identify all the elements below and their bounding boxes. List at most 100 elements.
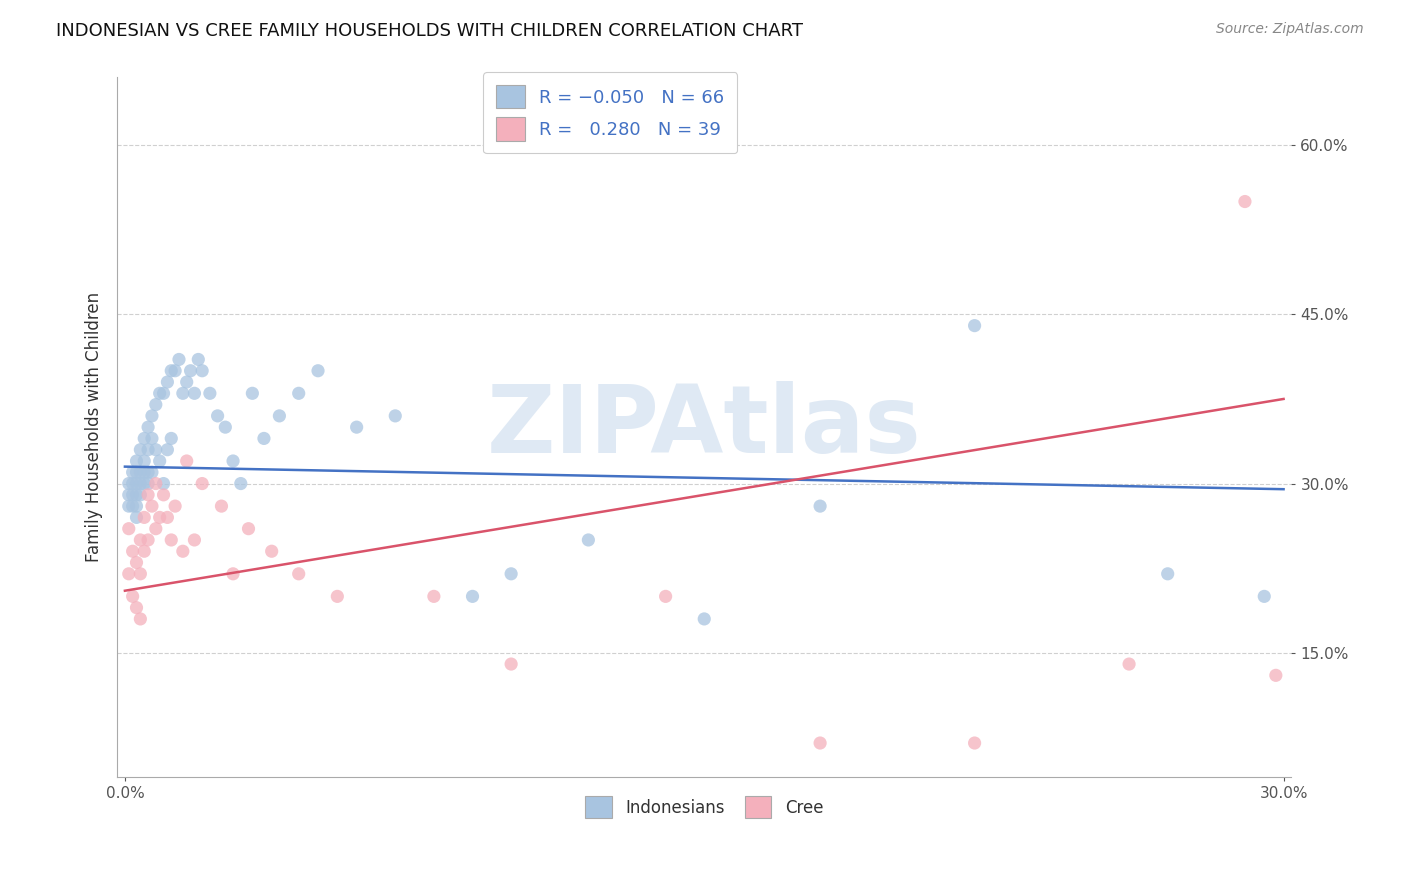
- Point: [1157, 566, 1180, 581]
- Point: [121, 590, 143, 604]
- Point: [118, 488, 141, 502]
- Point: [121, 465, 143, 479]
- Point: [423, 590, 446, 604]
- Point: [156, 442, 179, 457]
- Point: [198, 386, 221, 401]
- Point: [145, 522, 167, 536]
- Point: [172, 386, 194, 401]
- Point: [136, 476, 159, 491]
- Point: [501, 657, 523, 671]
- Point: [172, 544, 194, 558]
- Point: [125, 465, 148, 479]
- Point: [269, 409, 291, 423]
- Point: [141, 465, 163, 479]
- Point: [134, 432, 156, 446]
- Point: [152, 488, 174, 502]
- Point: [156, 375, 179, 389]
- Point: [136, 488, 159, 502]
- Point: [121, 476, 143, 491]
- Point: [121, 544, 143, 558]
- Point: [145, 398, 167, 412]
- Point: [136, 442, 159, 457]
- Point: [187, 352, 209, 367]
- Point: [654, 590, 676, 604]
- Point: [808, 499, 831, 513]
- Point: [1118, 657, 1140, 671]
- Point: [145, 442, 167, 457]
- Point: [134, 544, 156, 558]
- Point: [160, 364, 183, 378]
- Point: [808, 736, 831, 750]
- Text: Source: ZipAtlas.com: Source: ZipAtlas.com: [1216, 22, 1364, 37]
- Point: [125, 476, 148, 491]
- Point: [1264, 668, 1286, 682]
- Y-axis label: Family Households with Children: Family Households with Children: [86, 292, 103, 562]
- Point: [287, 566, 309, 581]
- Point: [307, 364, 329, 378]
- Point: [136, 465, 159, 479]
- Point: [129, 465, 152, 479]
- Point: [693, 612, 716, 626]
- Point: [125, 454, 148, 468]
- Point: [125, 556, 148, 570]
- Point: [129, 533, 152, 547]
- Point: [129, 612, 152, 626]
- Point: [253, 432, 276, 446]
- Point: [229, 476, 252, 491]
- Point: [160, 533, 183, 547]
- Point: [152, 476, 174, 491]
- Point: [260, 544, 283, 558]
- Point: [183, 386, 205, 401]
- Point: [287, 386, 309, 401]
- Point: [129, 488, 152, 502]
- Point: [222, 566, 245, 581]
- Text: ZIPAtlas: ZIPAtlas: [486, 381, 921, 473]
- Point: [1253, 590, 1275, 604]
- Point: [211, 499, 233, 513]
- Point: [180, 364, 202, 378]
- Point: [222, 454, 245, 468]
- Point: [141, 409, 163, 423]
- Point: [152, 386, 174, 401]
- Point: [176, 454, 198, 468]
- Point: [134, 465, 156, 479]
- Text: INDONESIAN VS CREE FAMILY HOUSEHOLDS WITH CHILDREN CORRELATION CHART: INDONESIAN VS CREE FAMILY HOUSEHOLDS WIT…: [56, 22, 803, 40]
- Point: [160, 432, 183, 446]
- Point: [125, 488, 148, 502]
- Point: [118, 566, 141, 581]
- Point: [134, 476, 156, 491]
- Point: [207, 409, 229, 423]
- Point: [129, 476, 152, 491]
- Point: [214, 420, 236, 434]
- Point: [384, 409, 406, 423]
- Point: [134, 510, 156, 524]
- Point: [326, 590, 349, 604]
- Point: [501, 566, 523, 581]
- Point: [156, 510, 179, 524]
- Point: [141, 432, 163, 446]
- Legend: Indonesians, Cree: Indonesians, Cree: [579, 789, 830, 824]
- Point: [121, 499, 143, 513]
- Point: [118, 499, 141, 513]
- Point: [149, 454, 172, 468]
- Point: [145, 476, 167, 491]
- Point: [963, 736, 986, 750]
- Point: [176, 375, 198, 389]
- Point: [121, 488, 143, 502]
- Point: [118, 476, 141, 491]
- Point: [136, 420, 159, 434]
- Point: [346, 420, 368, 434]
- Point: [963, 318, 986, 333]
- Point: [141, 499, 163, 513]
- Point: [149, 510, 172, 524]
- Point: [576, 533, 599, 547]
- Point: [167, 352, 190, 367]
- Point: [125, 600, 148, 615]
- Point: [183, 533, 205, 547]
- Point: [125, 499, 148, 513]
- Point: [165, 364, 187, 378]
- Point: [461, 590, 484, 604]
- Point: [129, 442, 152, 457]
- Point: [1233, 194, 1256, 209]
- Point: [125, 510, 148, 524]
